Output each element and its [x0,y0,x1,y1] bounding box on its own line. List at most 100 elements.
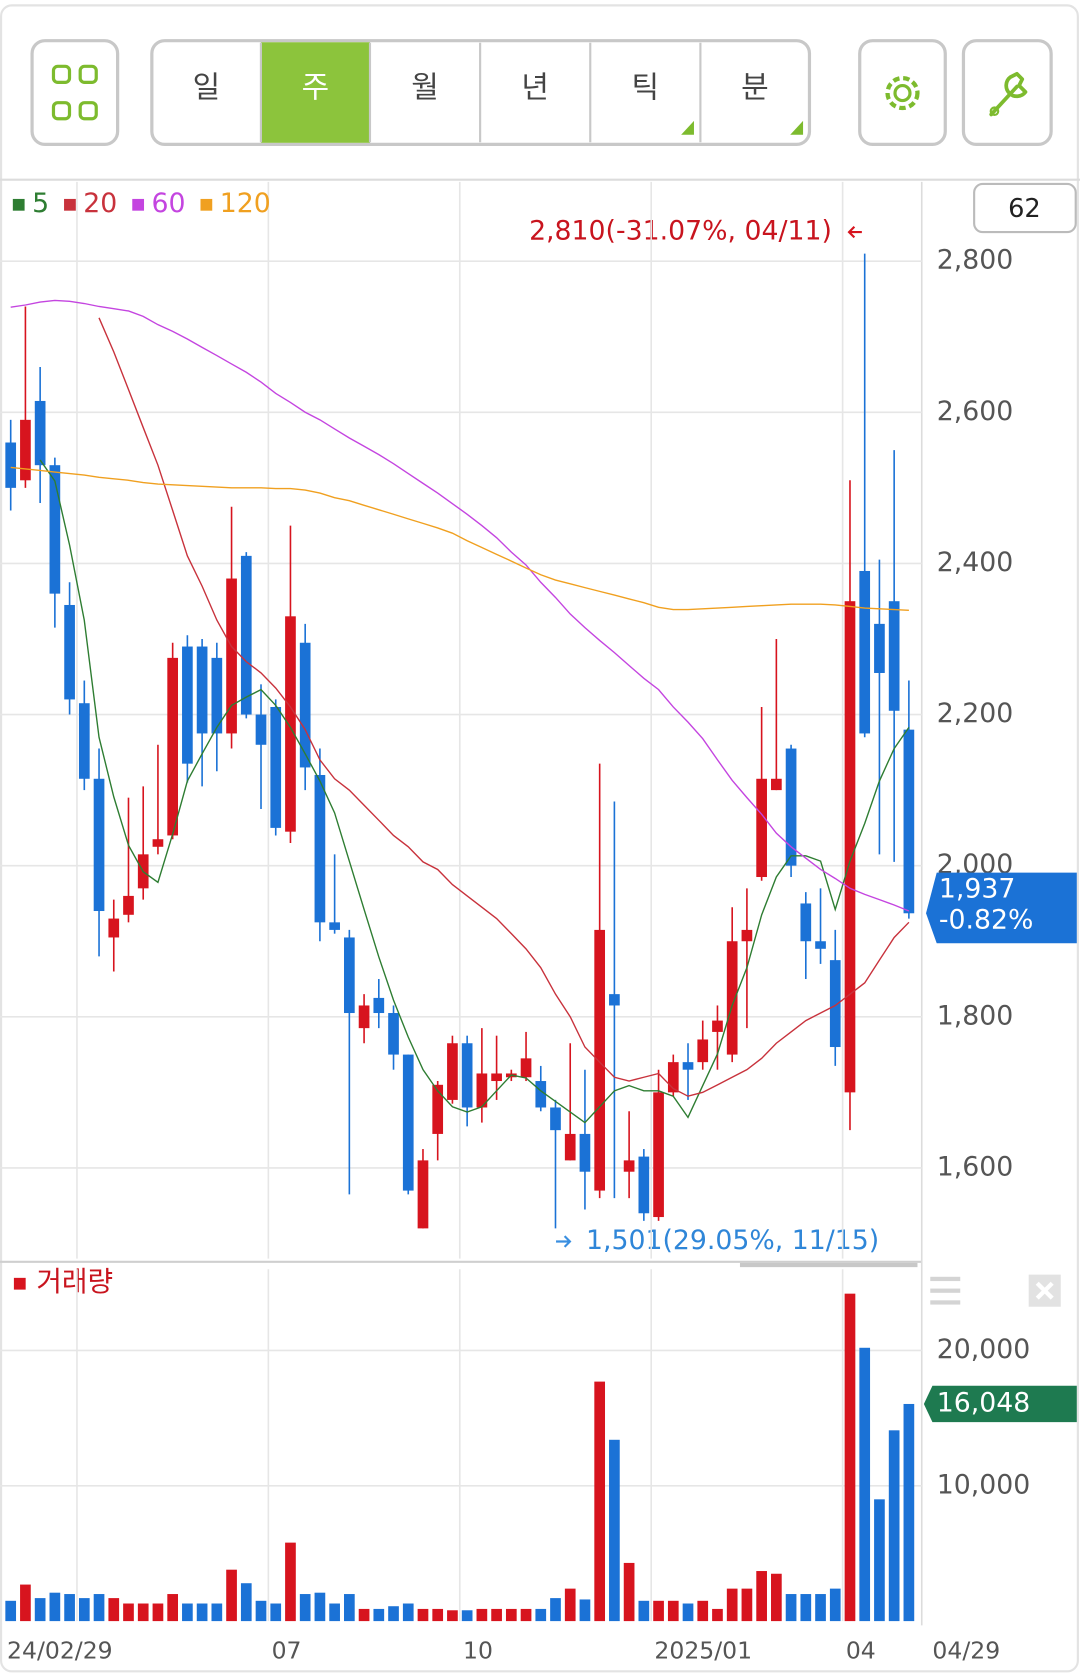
candle-body [712,1020,723,1032]
panel-close-icon[interactable] [1028,1274,1061,1307]
volume-bar [505,1608,517,1622]
volume-bar [741,1588,753,1622]
candle-body [108,918,120,938]
marks [5,253,915,1622]
volume-bar [712,1608,723,1622]
candle-body [623,1160,635,1172]
tab[interactable]: 년 [479,42,549,143]
candle-body [476,1073,488,1108]
tab-label: 주 [302,70,330,105]
candle-body [417,1160,429,1229]
volume-bar [182,1603,193,1622]
last-price: 1,937 [939,873,1016,904]
volume-bar [299,1594,311,1622]
candle-body [844,601,856,1093]
volume-bar [167,1594,179,1622]
legend-label: 60 [152,188,186,219]
candle-body [756,778,767,878]
candle-body [49,465,61,594]
icon [78,101,98,121]
volume-bar [329,1603,340,1622]
high-annotation: 2,810(-31.07%, 04/11) [529,216,832,247]
volume-bar [20,1584,31,1622]
y-tick-label: 2,600 [937,396,1014,427]
volume-bar [653,1600,664,1622]
tab[interactable]: 주 [259,42,370,143]
x-tick-label: 24/02/29 [7,1637,113,1665]
candle-body [123,895,134,915]
candle-body [5,442,17,488]
icon [51,101,72,121]
candle-body [888,601,900,711]
tab[interactable]: 월 [368,42,439,143]
volume-bar [123,1603,134,1622]
candle-body [270,706,282,828]
candle-body [255,714,267,745]
candle-body [594,929,606,1191]
volume-bar [34,1598,46,1622]
volume-bar [461,1610,473,1622]
tab[interactable]: 틱 [589,42,694,143]
volume-bar [888,1430,900,1622]
candle-body [903,729,915,914]
legend-swatch [132,198,145,211]
volume-bar [726,1588,738,1622]
volume-bar [829,1588,841,1622]
candle-body [682,1062,694,1070]
volume-bar [64,1594,75,1622]
count-box[interactable] [973,182,1077,234]
icon [893,83,912,103]
candle-body [182,646,193,764]
volume-bar [196,1603,208,1622]
candle-body [226,578,237,734]
icon [930,1300,961,1305]
candle-body [564,1133,576,1161]
volume-bar [609,1439,620,1622]
candle-body [535,1081,547,1108]
tab-label: 분 [741,70,769,105]
ma-line [10,466,909,611]
candle-body [785,748,797,866]
y-tick-label: 2,800 [937,245,1014,276]
x-tick-label: 2025/01 [654,1637,752,1665]
volume-bar [844,1293,856,1622]
tab[interactable]: 분 [699,42,804,143]
legend-swatch [12,198,25,211]
candle-body [667,1062,679,1093]
candle-body [358,1005,370,1029]
x-tick-label: 10 [463,1637,493,1665]
volume-bar [697,1600,709,1622]
grid-button[interactable] [30,39,120,146]
volume-bar [623,1562,635,1622]
icon [930,1276,961,1282]
tab[interactable]: 일 [193,70,221,105]
volume-bar [564,1588,576,1622]
candle-body [461,1043,473,1108]
y-tick-label: 20,000 [937,1334,1031,1365]
candle-body [78,703,90,779]
volume-bar [240,1583,252,1622]
icon [78,64,98,84]
volume-bar [859,1347,871,1622]
volume-bar [800,1594,812,1622]
volume-bar [903,1403,915,1622]
candle-body [653,1092,664,1218]
candle-body [432,1084,444,1134]
volume-bar [520,1608,532,1622]
panel-menu-icon[interactable] [930,1276,961,1305]
volume-bar [550,1598,561,1622]
submenu-mark [681,120,694,135]
tools-button[interactable] [961,39,1053,146]
settings-button[interactable] [858,39,947,146]
tab-label: 틱 [632,70,660,105]
volume-bar [491,1608,502,1622]
candle-body [196,646,208,734]
volume-bar [5,1600,17,1622]
candle-body [240,555,252,715]
volume-bar [402,1603,414,1622]
y-tick-label: 1,800 [937,1000,1014,1031]
ma-line [39,459,910,1124]
